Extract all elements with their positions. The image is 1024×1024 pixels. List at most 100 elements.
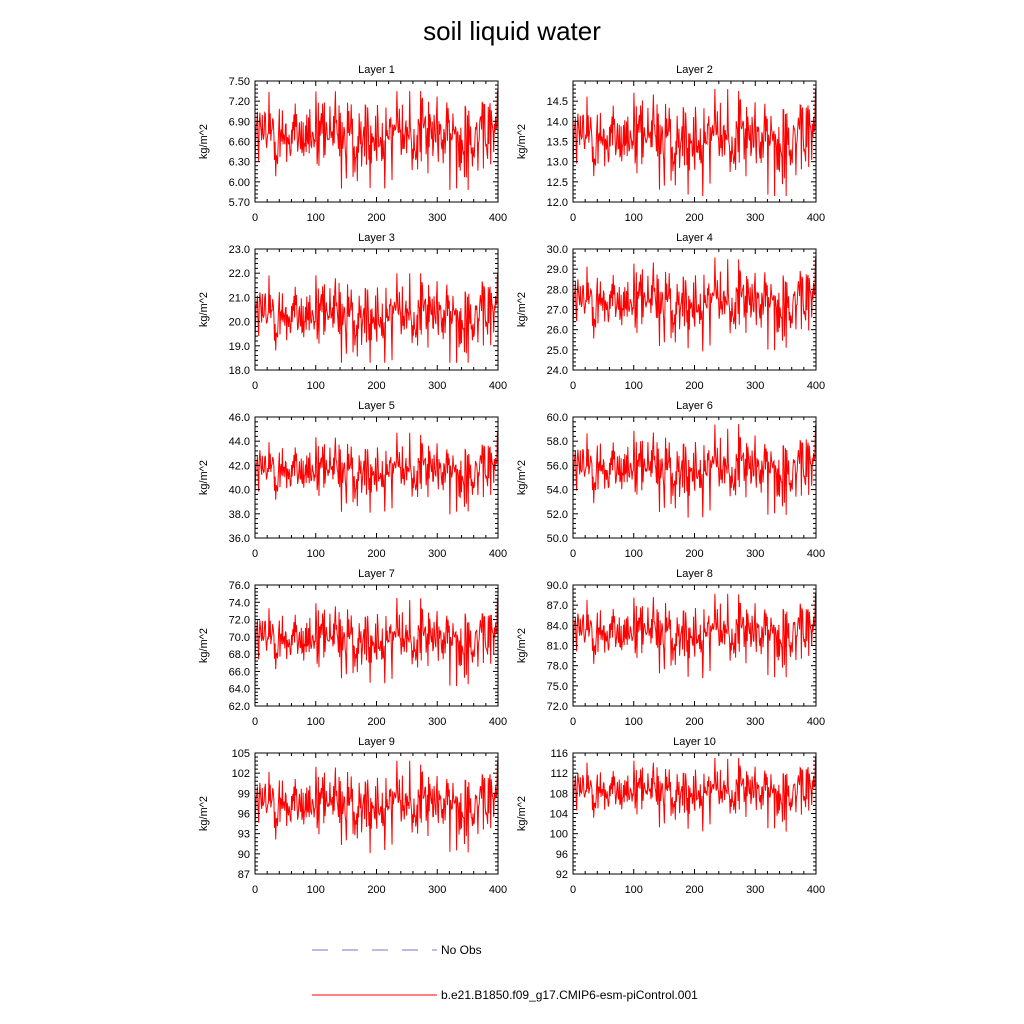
panel-title: Layer 8 bbox=[676, 568, 713, 580]
y-tick-label: 93 bbox=[238, 829, 250, 841]
series-line bbox=[254, 432, 498, 515]
y-axis-label: kg/m^2 bbox=[198, 628, 210, 663]
y-tick-label: 6.90 bbox=[229, 116, 250, 128]
panel-title: Layer 5 bbox=[358, 400, 395, 412]
y-tick-label: 108 bbox=[550, 788, 568, 800]
y-tick-label: 105 bbox=[232, 748, 250, 760]
y-tick-label: 14.5 bbox=[547, 96, 568, 108]
y-tick-label: 116 bbox=[550, 748, 568, 760]
y-tick-label: 25.0 bbox=[547, 345, 568, 357]
y-tick-label: 92 bbox=[556, 869, 568, 881]
legend-label-model: b.e21.B1850.f09_g17.CMIP6-esm-piControl.… bbox=[441, 988, 698, 1002]
x-tick-label: 200 bbox=[685, 380, 703, 392]
series-line bbox=[572, 593, 816, 679]
y-tick-label: 76.0 bbox=[229, 580, 250, 592]
y-tick-label: 6.00 bbox=[229, 177, 250, 189]
x-tick-label: 100 bbox=[625, 380, 643, 392]
y-tick-label: 102 bbox=[232, 768, 250, 780]
y-tick-label: 96 bbox=[556, 849, 568, 861]
y-tick-label: 78.0 bbox=[547, 661, 568, 673]
y-tick-label: 5.70 bbox=[229, 197, 250, 209]
panel-title: Layer 1 bbox=[358, 64, 395, 76]
y-tick-label: 99 bbox=[238, 788, 250, 800]
x-tick-label: 400 bbox=[489, 884, 507, 896]
y-tick-label: 96 bbox=[238, 809, 250, 821]
series-line bbox=[254, 597, 499, 686]
x-tick-label: 0 bbox=[252, 716, 258, 728]
x-tick-label: 300 bbox=[746, 212, 764, 224]
y-tick-label: 13.5 bbox=[547, 137, 568, 149]
x-tick-label: 400 bbox=[807, 884, 825, 896]
x-tick-label: 300 bbox=[746, 884, 764, 896]
y-tick-label: 90 bbox=[238, 849, 250, 861]
y-tick-label: 62.0 bbox=[229, 701, 250, 713]
y-axis-label: kg/m^2 bbox=[198, 796, 210, 831]
y-tick-label: 87.0 bbox=[547, 600, 568, 612]
y-tick-label: 56.0 bbox=[547, 460, 568, 472]
y-tick-label: 74.0 bbox=[229, 597, 250, 609]
y-tick-label: 72.0 bbox=[229, 615, 250, 627]
y-axis-label: kg/m^2 bbox=[516, 628, 528, 663]
y-tick-label: 36.0 bbox=[229, 533, 250, 545]
y-tick-label: 75.0 bbox=[547, 681, 568, 693]
x-tick-label: 100 bbox=[625, 548, 643, 560]
series-line bbox=[254, 757, 499, 854]
y-tick-label: 84.0 bbox=[547, 620, 568, 632]
y-tick-label: 46.0 bbox=[229, 412, 250, 424]
x-tick-label: 200 bbox=[685, 884, 703, 896]
x-tick-label: 0 bbox=[570, 212, 576, 224]
y-axis-label: kg/m^2 bbox=[516, 292, 528, 327]
x-tick-label: 200 bbox=[367, 716, 385, 728]
y-tick-label: 20.0 bbox=[229, 317, 250, 329]
x-tick-label: 400 bbox=[489, 716, 507, 728]
y-tick-label: 72.0 bbox=[547, 701, 568, 713]
y-tick-label: 87 bbox=[238, 869, 250, 881]
panel-layer-3: Layer 3 kg/m^2 18.0 19.0 20.0 21.0 22.0 23.0 0 10… bbox=[198, 232, 507, 392]
x-tick-label: 300 bbox=[746, 380, 764, 392]
y-axis-label: kg/m^2 bbox=[198, 124, 210, 159]
y-axis-label: kg/m^2 bbox=[516, 124, 528, 159]
y-tick-label: 104 bbox=[550, 809, 568, 821]
x-tick-label: 300 bbox=[428, 548, 446, 560]
x-tick-label: 100 bbox=[307, 884, 325, 896]
y-tick-label: 112 bbox=[550, 768, 568, 780]
x-tick-label: 400 bbox=[489, 212, 507, 224]
series-line bbox=[254, 90, 498, 190]
x-tick-label: 200 bbox=[367, 884, 385, 896]
y-tick-label: 7.20 bbox=[229, 96, 250, 108]
x-tick-label: 300 bbox=[428, 884, 446, 896]
series-line bbox=[572, 88, 816, 196]
y-tick-label: 19.0 bbox=[229, 341, 250, 353]
y-axis-label: kg/m^2 bbox=[516, 796, 528, 831]
y-tick-label: 23.0 bbox=[229, 244, 250, 256]
x-tick-label: 0 bbox=[252, 884, 258, 896]
chart-title: soil liquid water bbox=[423, 16, 601, 46]
x-tick-label: 100 bbox=[625, 884, 643, 896]
y-tick-label: 21.0 bbox=[229, 292, 250, 304]
panel-title: Layer 7 bbox=[358, 568, 395, 580]
x-tick-label: 0 bbox=[570, 548, 576, 560]
x-tick-label: 300 bbox=[428, 380, 446, 392]
y-tick-label: 54.0 bbox=[547, 485, 568, 497]
x-tick-label: 200 bbox=[367, 212, 385, 224]
x-tick-label: 100 bbox=[307, 212, 325, 224]
y-tick-label: 12.0 bbox=[547, 197, 568, 209]
panel-title: Layer 4 bbox=[676, 232, 713, 244]
series-line bbox=[254, 272, 498, 363]
legend-label-no-obs: No Obs bbox=[441, 943, 482, 957]
series-line bbox=[572, 422, 817, 518]
y-tick-label: 40.0 bbox=[229, 485, 250, 497]
panel-title: Layer 9 bbox=[358, 736, 395, 748]
y-tick-label: 52.0 bbox=[547, 509, 568, 521]
y-tick-label: 12.5 bbox=[547, 177, 568, 189]
y-tick-label: 26.0 bbox=[547, 325, 568, 337]
x-tick-label: 0 bbox=[570, 884, 576, 896]
x-tick-label: 300 bbox=[746, 716, 764, 728]
x-tick-label: 0 bbox=[570, 716, 576, 728]
panel-title: Layer 10 bbox=[673, 736, 716, 748]
series-line bbox=[572, 256, 817, 352]
y-tick-label: 81.0 bbox=[547, 641, 568, 653]
panel-layer-9: Layer 9 kg/m^2 87 90 93 96 99 102 105 0 100 200 300 4… bbox=[198, 736, 507, 896]
y-axis-label: kg/m^2 bbox=[198, 460, 210, 495]
